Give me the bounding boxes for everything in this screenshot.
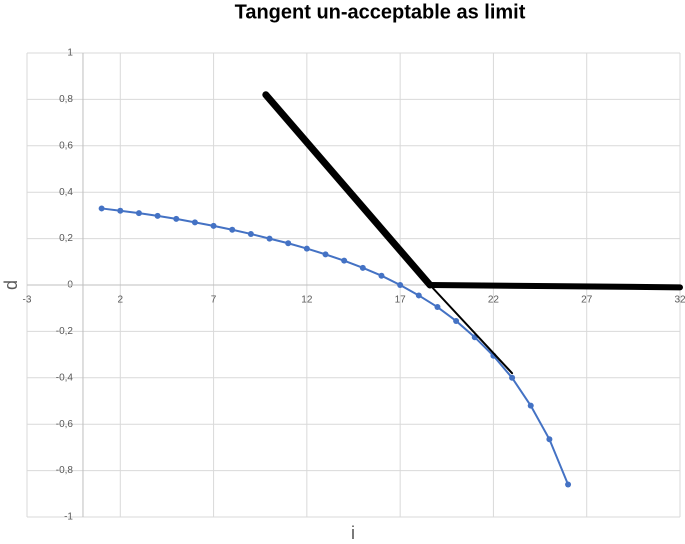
series-line	[426, 282, 683, 291]
y-tick-label: -0,4	[56, 372, 74, 383]
data-point	[98, 205, 105, 212]
data-point	[154, 212, 161, 219]
data-point	[210, 222, 217, 229]
x-tick-label: 27	[581, 295, 593, 306]
series-line	[262, 91, 434, 289]
y-tick-label: 1	[67, 48, 73, 59]
y-tick-label: 0,8	[59, 94, 73, 105]
data-point	[415, 292, 422, 299]
data-point	[341, 257, 348, 264]
data-point	[359, 264, 366, 271]
chart-title: Tangent un-acceptable as limit	[235, 1, 526, 23]
data-point	[453, 317, 460, 324]
y-tick-label: 0,2	[59, 233, 73, 244]
y-tick-label: -0,2	[56, 326, 74, 337]
data-point	[565, 481, 572, 488]
data-point	[266, 235, 273, 242]
x-tick-label: 17	[395, 295, 407, 306]
data-point	[527, 402, 534, 409]
data-point	[229, 226, 236, 233]
data-point	[191, 219, 198, 226]
x-axis-label: i	[351, 523, 355, 543]
y-tick-label: -1	[64, 512, 73, 523]
data-point	[135, 210, 142, 217]
data-point	[434, 304, 441, 311]
series-line	[100, 207, 570, 486]
x-tick-label: 2	[118, 295, 124, 306]
data-point	[117, 207, 124, 214]
y-tick-label: -0,8	[56, 465, 74, 476]
y-axis-label: d	[1, 280, 21, 290]
y-tick-label: 0,6	[59, 140, 73, 151]
data-point	[285, 240, 292, 247]
x-tick-label: 22	[488, 295, 500, 306]
x-tick-label: -3	[23, 295, 32, 306]
data-point	[303, 245, 310, 252]
data-point	[546, 436, 553, 443]
x-tick-label: 7	[211, 295, 217, 306]
data-point	[378, 272, 385, 279]
data-point	[322, 251, 329, 258]
y-tick-label: 0,4	[59, 187, 73, 198]
data-point	[247, 230, 254, 237]
data-point	[397, 282, 404, 288]
x-tick-label: 32	[674, 295, 685, 306]
y-tick-label: -0,6	[56, 419, 74, 430]
series-line	[428, 284, 514, 375]
x-tick-label: 12	[301, 295, 313, 306]
data-point	[509, 374, 516, 381]
data-point	[173, 215, 180, 222]
